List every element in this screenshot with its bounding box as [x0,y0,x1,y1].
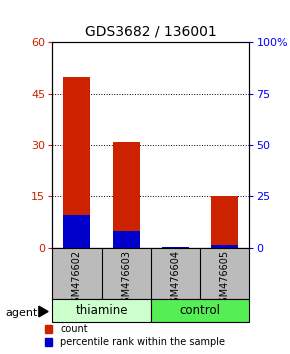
Bar [113,232,140,248]
Bar [63,77,90,248]
Text: GSM476602: GSM476602 [72,250,82,309]
Text: thiamine: thiamine [75,304,128,317]
Polygon shape [39,306,48,317]
Bar [211,245,238,248]
Text: GSM476603: GSM476603 [121,250,131,309]
Legend: count, percentile rank within the sample: count, percentile rank within the sample [43,322,227,349]
Text: GSM476604: GSM476604 [171,250,180,309]
Bar [52,299,151,322]
Text: control: control [180,304,221,317]
Bar [211,196,238,248]
Bar [151,299,249,322]
Text: agent: agent [6,308,38,318]
Text: GSM476605: GSM476605 [220,250,230,309]
Bar [63,215,90,248]
Bar [162,247,189,248]
Bar [113,142,140,248]
Title: GDS3682 / 136001: GDS3682 / 136001 [85,24,217,39]
